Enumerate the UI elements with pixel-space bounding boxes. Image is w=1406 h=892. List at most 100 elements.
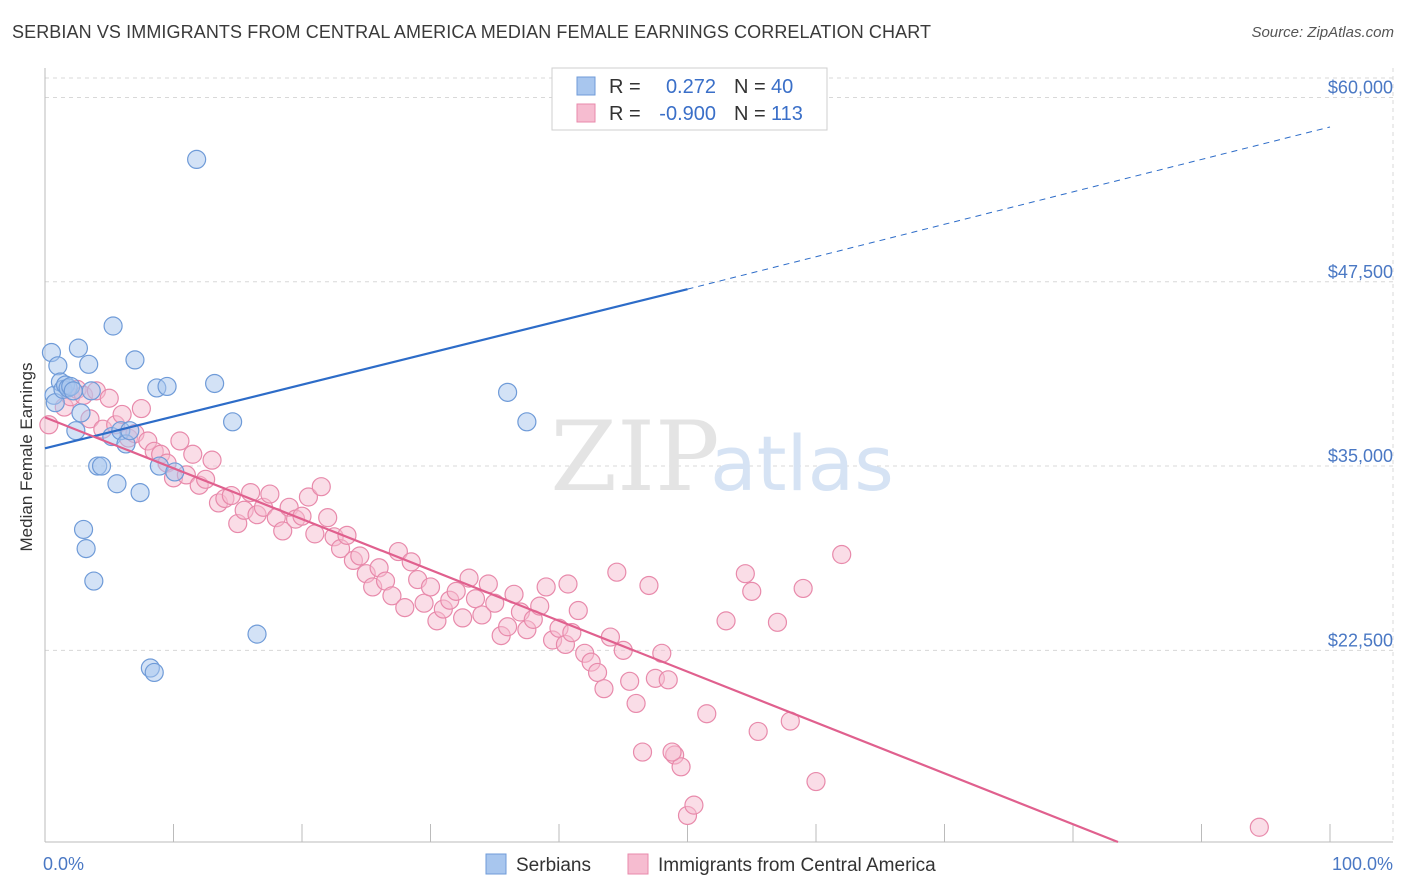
y-tick-labels: $60,000 $47,500 $35,000 $22,500 (1328, 77, 1393, 650)
point-serbians-32 (157, 376, 177, 397)
point-serbians-26 (125, 350, 145, 370)
point-central-america-90 (626, 693, 646, 714)
legend-r-value-2: -0.900 (659, 103, 716, 125)
point-central-america-13 (131, 398, 151, 419)
watermark-zip: ZIP (550, 401, 719, 513)
point-serbians-22 (107, 474, 127, 494)
point-central-america-39 (298, 487, 319, 507)
point-serbians-15 (79, 354, 99, 374)
legend-r-label-1: R = (609, 76, 641, 98)
x-tick-labels: 0.0% 100.0% (43, 854, 1393, 874)
legend-n-label-1: N = (734, 76, 766, 98)
point-central-america-110 (684, 795, 704, 815)
point-central-america-104 (767, 612, 788, 632)
point-central-america-21 (183, 444, 203, 464)
trend-line-serbians-extension (687, 126, 1331, 290)
point-central-america-102 (742, 581, 762, 601)
point-central-america-111 (1249, 817, 1269, 837)
point-central-america-85 (594, 679, 614, 699)
axes (44, 68, 1393, 843)
point-central-america-54 (395, 597, 415, 618)
point-central-america-42 (318, 508, 338, 528)
point-serbians-35 (205, 373, 225, 394)
point-central-america-100 (716, 611, 736, 631)
point-central-america-62 (446, 581, 466, 601)
point-serbians-37 (247, 624, 267, 644)
series-central-america-points (39, 379, 1269, 837)
point-central-america-91 (632, 742, 653, 762)
y-tick-label-3: $22,500 (1328, 630, 1393, 650)
point-central-america-76 (536, 577, 556, 597)
legend-r-value-1: 0.272 (666, 76, 716, 98)
point-serbians-16 (81, 381, 101, 401)
point-central-america-95 (658, 670, 678, 690)
point-central-america-58 (420, 577, 441, 597)
y-tick-label-0: $60,000 (1328, 77, 1393, 97)
point-central-america-41 (311, 477, 331, 497)
legend-swatch-serbians (576, 76, 596, 96)
point-central-america-87 (607, 562, 627, 582)
legend-r-label-2: R = (609, 103, 641, 125)
point-central-america-81 (568, 600, 588, 621)
point-serbians-9 (63, 381, 83, 401)
point-central-america-24 (202, 450, 222, 470)
point-serbians-38 (517, 412, 537, 432)
point-central-america-112 (558, 574, 578, 594)
legend-n-value-1: 40 (771, 76, 793, 98)
point-serbians-12 (71, 403, 91, 423)
point-central-america-89 (620, 671, 640, 691)
point-serbians-3 (48, 356, 68, 376)
bottom-legend-swatch-serbians (485, 853, 507, 875)
bottom-legend-label-central-america: Immigrants from Central America (658, 855, 936, 876)
point-central-america-65 (465, 589, 486, 609)
y-axis-label: Median Female Earnings (17, 363, 36, 552)
point-serbians-14 (76, 539, 96, 559)
trend-lines (44, 126, 1331, 844)
point-serbians-11 (68, 338, 89, 358)
point-serbians-13 (73, 519, 94, 540)
point-central-america-19 (170, 431, 190, 451)
point-serbians-27 (130, 482, 150, 503)
point-central-america-108 (832, 544, 852, 565)
point-central-america-107 (806, 771, 826, 792)
point-central-america-84 (587, 662, 608, 683)
point-serbians-19 (91, 456, 112, 476)
bottom-legend: Serbians Immigrants from Central America (485, 853, 936, 876)
point-central-america-103 (748, 721, 768, 742)
y-tick-label-1: $47,500 (1328, 262, 1393, 282)
point-central-america-92 (639, 575, 659, 596)
point-serbians-29 (144, 662, 164, 683)
legend-swatch-central-america (576, 103, 596, 123)
point-central-america-10 (112, 404, 132, 425)
point-central-america-97 (671, 757, 691, 777)
point-central-america-47 (350, 546, 370, 566)
point-central-america-35 (273, 521, 293, 541)
chart-title: SERBIAN VS IMMIGRANTS FROM CENTRAL AMERI… (12, 22, 932, 42)
legend-box: R = 0.272 N = 40 R = -0.900 N = 113 (551, 67, 828, 131)
legend-n-label-2: N = (734, 103, 766, 125)
point-serbians-34 (187, 149, 207, 170)
point-central-america-99 (697, 704, 717, 724)
point-serbians-36 (223, 412, 243, 432)
bottom-legend-label-serbians: Serbians (516, 855, 591, 876)
point-central-america-63 (453, 608, 473, 628)
point-central-america-57 (414, 593, 434, 613)
watermark-atlas: atlas (710, 419, 894, 508)
x-tick-label-right: 100.0% (1332, 854, 1393, 874)
watermark: ZIP atlas (550, 401, 893, 513)
x-tick-label-left: 0.0% (43, 854, 84, 874)
point-central-america-8 (99, 388, 119, 408)
y-tick-label-2: $35,000 (1328, 446, 1393, 466)
bottom-legend-swatch-central-america (627, 853, 649, 875)
point-central-america-52 (382, 586, 402, 606)
trend-line-central-america (44, 416, 1119, 844)
trend-line-serbians (44, 288, 688, 450)
point-serbians-17 (84, 571, 104, 591)
point-central-america-66 (472, 605, 492, 625)
point-serbians-39 (498, 382, 518, 402)
legend-n-value-2: 113 (771, 103, 803, 125)
legend-frame (551, 67, 828, 131)
point-central-america-109 (662, 742, 682, 762)
point-central-america-68 (485, 593, 505, 613)
